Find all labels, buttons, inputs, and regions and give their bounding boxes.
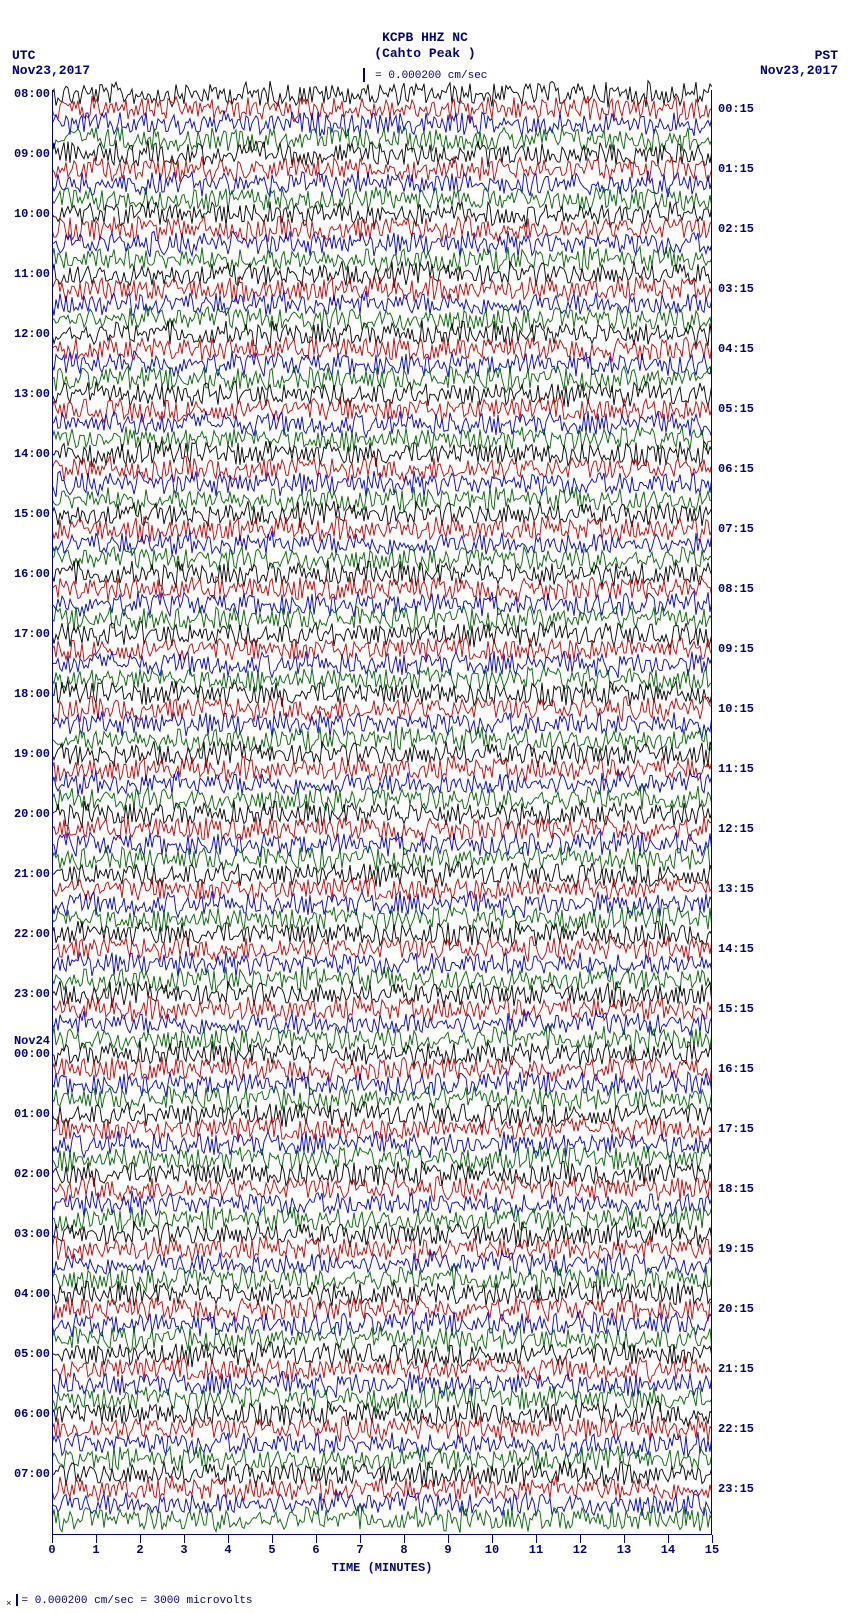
x-tick bbox=[140, 1535, 141, 1543]
right-hour-label: 08:15 bbox=[718, 582, 754, 596]
left-hour-label: 16:00 bbox=[2, 567, 50, 581]
x-tick bbox=[228, 1535, 229, 1543]
left-hour-label: 19:00 bbox=[2, 747, 50, 761]
right-hour-label: 05:15 bbox=[718, 402, 754, 416]
corner-top-right: PST Nov23,2017 bbox=[760, 48, 838, 78]
right-tz: PST bbox=[760, 48, 838, 63]
x-tick-label: 3 bbox=[180, 1543, 187, 1557]
right-hour-label: 22:15 bbox=[718, 1422, 754, 1436]
x-tick bbox=[52, 1535, 53, 1543]
right-hour-label: 10:15 bbox=[718, 702, 754, 716]
right-hour-label: 13:15 bbox=[718, 882, 754, 896]
right-date: Nov23,2017 bbox=[760, 63, 838, 78]
left-hour-label: 23:00 bbox=[2, 987, 50, 1001]
right-hour-label: 21:15 bbox=[718, 1362, 754, 1376]
left-hour-label: 00:00 bbox=[2, 1047, 50, 1061]
right-hour-label: 15:15 bbox=[718, 1002, 754, 1016]
x-tick-label: 0 bbox=[48, 1543, 55, 1557]
x-tick bbox=[492, 1535, 493, 1543]
x-tick-label: 4 bbox=[224, 1543, 231, 1557]
x-tick bbox=[404, 1535, 405, 1543]
left-hour-label: 02:00 bbox=[2, 1167, 50, 1181]
x-tick bbox=[624, 1535, 625, 1543]
footer-text: = 0.000200 cm/sec = 3000 microvolts bbox=[22, 1595, 253, 1607]
right-hour-label: 11:15 bbox=[718, 762, 754, 776]
x-tick-label: 5 bbox=[268, 1543, 275, 1557]
location-title: (Cahto Peak ) bbox=[0, 46, 850, 61]
left-hour-label: 01:00 bbox=[2, 1107, 50, 1121]
right-hour-label: 06:15 bbox=[718, 462, 754, 476]
left-hour-label: 05:00 bbox=[2, 1347, 50, 1361]
x-tick bbox=[360, 1535, 361, 1543]
right-hour-label: 03:15 bbox=[718, 282, 754, 296]
right-hour-label: 20:15 bbox=[718, 1302, 754, 1316]
left-hour-label: 09:00 bbox=[2, 147, 50, 161]
x-tick bbox=[184, 1535, 185, 1543]
x-tick bbox=[536, 1535, 537, 1543]
x-tick-label: 11 bbox=[529, 1543, 543, 1557]
left-hour-label: 07:00 bbox=[2, 1467, 50, 1481]
right-hour-label: 17:15 bbox=[718, 1122, 754, 1136]
x-tick bbox=[580, 1535, 581, 1543]
x-tick-label: 15 bbox=[705, 1543, 719, 1557]
x-tick bbox=[316, 1535, 317, 1543]
left-hour-label: 17:00 bbox=[2, 627, 50, 641]
x-tick bbox=[668, 1535, 669, 1543]
x-tick-label: 8 bbox=[400, 1543, 407, 1557]
seismogram-page: KCPB HHZ NC (Cahto Peak ) = 0.000200 cm/… bbox=[0, 0, 850, 1613]
left-date-extra: Nov24 bbox=[2, 1034, 50, 1048]
left-hour-label: 11:00 bbox=[2, 267, 50, 281]
x-tick-label: 2 bbox=[136, 1543, 143, 1557]
x-axis-title: TIME (MINUTES) bbox=[52, 1561, 712, 1575]
left-hour-label: 18:00 bbox=[2, 687, 50, 701]
left-hour-label: 10:00 bbox=[2, 207, 50, 221]
x-tick-label: 1 bbox=[92, 1543, 99, 1557]
left-hour-label: 06:00 bbox=[2, 1407, 50, 1421]
scale-bar-icon bbox=[16, 1594, 18, 1606]
corner-top-left: UTC Nov23,2017 bbox=[12, 48, 90, 78]
left-hour-label: 20:00 bbox=[2, 807, 50, 821]
x-tick-label: 9 bbox=[444, 1543, 451, 1557]
right-hour-label: 12:15 bbox=[718, 822, 754, 836]
right-hour-label: 01:15 bbox=[718, 162, 754, 176]
right-hour-label: 00:15 bbox=[718, 102, 754, 116]
station-title: KCPB HHZ NC bbox=[0, 30, 850, 45]
left-hour-label: 12:00 bbox=[2, 327, 50, 341]
left-hour-label: 22:00 bbox=[2, 927, 50, 941]
right-hour-label: 23:15 bbox=[718, 1482, 754, 1496]
x-tick bbox=[272, 1535, 273, 1543]
right-hour-label: 07:15 bbox=[718, 522, 754, 536]
x-tick bbox=[96, 1535, 97, 1543]
left-hour-label: 08:00 bbox=[2, 87, 50, 101]
right-hour-label: 16:15 bbox=[718, 1062, 754, 1076]
left-hour-label: 04:00 bbox=[2, 1287, 50, 1301]
left-date: Nov23,2017 bbox=[12, 63, 90, 78]
x-axis: TIME (MINUTES) 0123456789101112131415 bbox=[52, 1535, 712, 1575]
x-tick-label: 6 bbox=[312, 1543, 319, 1557]
left-hour-label: 15:00 bbox=[2, 507, 50, 521]
x-tick bbox=[712, 1535, 713, 1543]
left-hour-label: 03:00 bbox=[2, 1227, 50, 1241]
x-tick-label: 13 bbox=[617, 1543, 631, 1557]
x-tick-label: 12 bbox=[573, 1543, 587, 1557]
left-hour-label: 14:00 bbox=[2, 447, 50, 461]
right-hour-label: 14:15 bbox=[718, 942, 754, 956]
left-tz: UTC bbox=[12, 48, 90, 63]
x-tick bbox=[448, 1535, 449, 1543]
helicorder-plot bbox=[52, 90, 712, 1530]
right-hour-label: 19:15 bbox=[718, 1242, 754, 1256]
x-tick-label: 10 bbox=[485, 1543, 499, 1557]
right-hour-label: 09:15 bbox=[718, 642, 754, 656]
right-hour-label: 18:15 bbox=[718, 1182, 754, 1196]
x-tick-label: 14 bbox=[661, 1543, 675, 1557]
footer-scale: ×= 0.000200 cm/sec = 3000 microvolts bbox=[6, 1594, 253, 1609]
left-hour-label: 13:00 bbox=[2, 387, 50, 401]
right-hour-label: 04:15 bbox=[718, 342, 754, 356]
left-hour-label: 21:00 bbox=[2, 867, 50, 881]
right-hour-label: 02:15 bbox=[718, 222, 754, 236]
x-tick-label: 7 bbox=[356, 1543, 363, 1557]
